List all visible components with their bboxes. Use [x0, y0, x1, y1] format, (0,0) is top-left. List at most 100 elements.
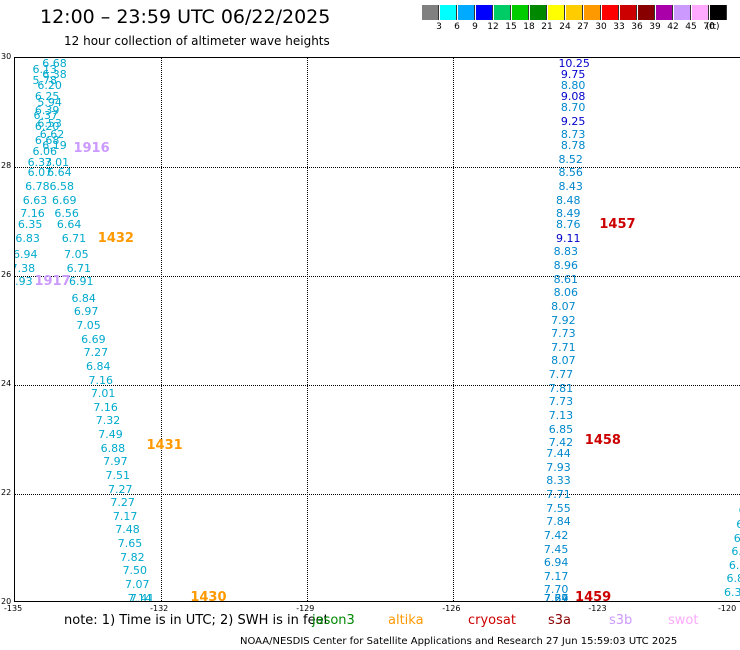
wave-height-reading: 9.75	[560, 68, 586, 82]
wave-height-reading: 6.78	[25, 180, 50, 194]
wave-height-reading: 7.17	[112, 509, 138, 523]
credit-line: NOAA/NESDIS Center for Satellite Applica…	[240, 636, 678, 647]
color-swatch	[584, 5, 601, 20]
wave-height-reading: 7.71	[546, 488, 571, 501]
legend-item-swot: swot	[668, 613, 699, 628]
wave-height-reading: 6.81	[726, 572, 740, 586]
wave-height-reading: 8.61	[553, 272, 579, 286]
color-scale-label: 24	[559, 22, 571, 32]
pass-time-label: 1430	[190, 590, 227, 602]
lon-tick-label: -120	[718, 604, 737, 613]
wave-height-reading: 7.13	[548, 408, 574, 422]
wave-height-reading: 6.68	[42, 57, 67, 71]
wave-height-reading: 7.45	[543, 542, 569, 556]
wave-height-reading: 8.96	[553, 259, 579, 273]
wave-height-reading: 6.94	[14, 248, 38, 262]
wave-height-reading: 6.20	[37, 79, 62, 93]
wave-height-reading: 7.07	[125, 577, 150, 591]
wave-height-reading: 6.38	[42, 68, 67, 82]
wave-height-reading: 6.35	[17, 218, 43, 232]
wave-height-reading: 7.70	[543, 583, 569, 597]
color-swatch	[656, 5, 673, 20]
wave-height-reading: 6.53	[37, 117, 62, 131]
wave-height-reading: 6.71	[61, 231, 87, 245]
grid-line-lat	[15, 167, 740, 168]
wave-height-reading: 6.35	[739, 505, 740, 516]
wave-height-reading: 6.72	[731, 545, 740, 559]
color-swatch	[602, 5, 619, 20]
wave-height-reading: 8.06	[553, 286, 579, 300]
wave-height-reading: 8.07	[551, 354, 576, 368]
wave-height-reading: 7.97	[103, 455, 128, 469]
color-scale-label: 36	[631, 22, 643, 32]
lon-tick-label: -135	[4, 604, 23, 613]
color-scale-label: 42	[667, 22, 679, 32]
color-swatch	[692, 5, 709, 20]
wave-height-reading: 8.52	[558, 152, 583, 166]
wave-height-reading: 6.69	[81, 332, 106, 346]
wave-height-reading: 6.64	[56, 218, 82, 232]
wave-height-reading: 7.77	[548, 368, 574, 382]
wave-height-reading: 8.33	[546, 474, 571, 488]
lon-tick-label: -132	[150, 604, 169, 613]
pass-time-label: 1431	[146, 437, 183, 453]
lon-tick-label: -129	[296, 604, 315, 613]
legend-item-jason3: jason3	[312, 613, 355, 628]
wave-height-reading: 6.46	[734, 533, 740, 544]
wave-height-reading: 7.01	[90, 387, 116, 401]
wave-height-reading: 6.19	[42, 139, 67, 153]
wave-height-reading: 7.41	[129, 592, 155, 602]
wave-height-reading: 7.65	[117, 537, 143, 551]
wave-height-reading: 6.27	[728, 558, 740, 572]
wave-height-reading: 7.82	[120, 550, 145, 564]
wave-height-reading: 8.73	[560, 128, 586, 142]
wave-height-reading: 6.42	[736, 519, 740, 530]
lon-tick-label: -123	[588, 604, 607, 613]
wave-height-reading: 8.78	[560, 139, 586, 153]
wave-height-reading: 7.16	[20, 207, 45, 221]
color-scale-label: 9	[472, 22, 478, 32]
wave-height-reading: 8.56	[558, 166, 583, 180]
pass-time-label: 1457	[599, 217, 636, 233]
color-scale-label: 45	[685, 22, 697, 32]
wave-height-reading: 7.16	[88, 373, 113, 387]
wave-height-reading: 7.27	[110, 496, 135, 510]
pass-time-label: 1916	[73, 140, 110, 156]
grid-line-lon	[307, 58, 309, 601]
wave-height-reading: 8.80	[560, 79, 586, 93]
wave-height-reading: 7.42	[543, 528, 569, 542]
lat-tick-label: 28	[1, 161, 12, 170]
color-swatch	[476, 5, 493, 20]
wave-height-reading: 6.68	[34, 133, 60, 147]
color-scale-label: 15	[505, 22, 517, 32]
wave-height-reading: 6.62	[39, 128, 65, 142]
color-scale-label: 27	[577, 22, 589, 32]
wave-height-reading: 8.70	[560, 101, 586, 115]
wave-height-reading: 7.49	[98, 428, 123, 442]
color-scale-label: 21	[541, 22, 553, 32]
pass-time-label: 1458	[584, 432, 621, 448]
wave-height-reading: 7.51	[105, 468, 131, 482]
lat-tick-label: 26	[1, 270, 12, 279]
wave-height-reading: 6.07	[27, 166, 53, 180]
wave-height-reading: 7.93	[546, 460, 571, 474]
wave-height-reading: 7.44	[546, 447, 571, 461]
lon-tick-label: -126	[442, 604, 461, 613]
wave-height-reading: 6.58	[49, 180, 75, 194]
wave-height-reading: 6.83	[15, 231, 40, 245]
wave-height-reading: 7.17	[543, 569, 569, 583]
color-scale-label: 12	[487, 22, 499, 32]
legend-item-cryosat: cryosat	[468, 613, 516, 628]
wave-height-reading: 6.39	[34, 103, 60, 117]
map-subtitle: 12 hour collection of altimeter wave hei…	[64, 34, 330, 48]
wave-height-reading: 7.50	[122, 564, 148, 578]
color-swatch	[458, 5, 475, 20]
grid-line-lon	[161, 58, 163, 601]
lat-tick-label: 22	[1, 488, 12, 497]
wave-height-reading: 7.14	[127, 591, 152, 602]
wave-height-reading: 7.37	[543, 592, 569, 602]
grid-line-lat	[15, 494, 740, 495]
wave-height-reading: 7.38	[15, 261, 36, 275]
wave-height-reading: 6.94	[543, 556, 569, 570]
grid-line-lat	[15, 385, 740, 386]
